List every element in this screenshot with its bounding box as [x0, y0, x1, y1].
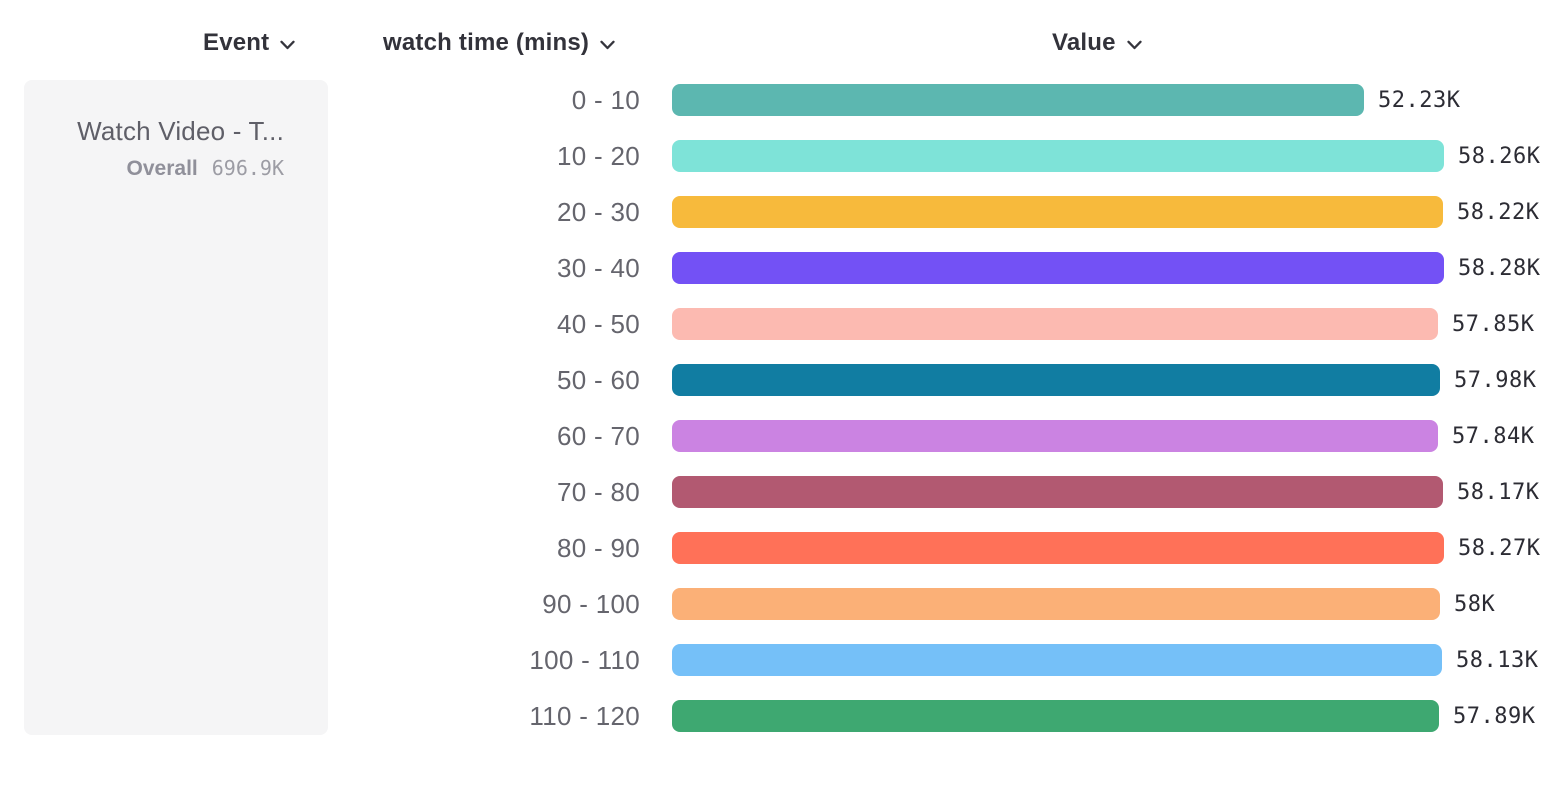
bar-value-label: 57.85K [1452, 311, 1535, 337]
bar-category-label: 10 - 20 [556, 140, 640, 171]
bar-category-label: 90 - 100 [542, 588, 640, 619]
bar-value-label: 57.89K [1453, 703, 1536, 729]
bar[interactable] [672, 308, 1438, 340]
bar-category-label: 20 - 30 [556, 196, 640, 227]
breakdown-column-dropdown[interactable]: watch time (mins) [383, 26, 615, 60]
bar[interactable] [672, 644, 1442, 676]
chart-row: 10 - 20 58.26K [0, 128, 1568, 184]
chart-row: 110 - 120 57.89K [0, 688, 1568, 744]
bar-category-label: 40 - 50 [556, 308, 640, 339]
bar-chart: 0 - 10 52.23K 10 - 20 58.26K 20 - 30 58.22K 30… [0, 72, 1568, 744]
event-title: Watch Video - T... [77, 116, 284, 146]
bar-category-label: 70 - 80 [556, 476, 640, 507]
bar-value-label: 58.27K [1458, 535, 1541, 561]
chart-row: 70 - 80 58.17K [0, 464, 1568, 520]
chevron-down-icon [280, 40, 296, 50]
bar-category-label: 0 - 10 [571, 84, 640, 115]
bar[interactable] [672, 476, 1443, 508]
bar-value-label: 58.28K [1458, 255, 1541, 281]
chart-row: 100 - 110 58.13K [0, 632, 1568, 688]
overall-row: Overall 696.9K [44, 156, 284, 181]
chevron-down-icon [1127, 40, 1142, 50]
bar[interactable] [672, 84, 1364, 116]
bar[interactable] [672, 364, 1440, 396]
event-column-label: Event [203, 29, 270, 56]
chart-row: 60 - 70 57.84K [0, 408, 1568, 464]
chevron-down-icon [600, 40, 615, 50]
bar[interactable] [672, 700, 1439, 732]
chart-row: 30 - 40 58.28K [0, 240, 1568, 296]
value-column-label: Value [1052, 29, 1116, 56]
bar-value-label: 57.98K [1454, 367, 1537, 393]
overall-label: Overall [126, 157, 198, 180]
value-column-dropdown[interactable]: Value [1052, 26, 1142, 60]
chart-row: 90 - 100 58K [0, 576, 1568, 632]
chart-row: 50 - 60 57.98K [0, 352, 1568, 408]
bar-value-label: 57.84K [1452, 423, 1535, 449]
bar[interactable] [672, 588, 1440, 620]
bar-category-label: 80 - 90 [556, 532, 640, 563]
bar-category-label: 100 - 110 [529, 644, 640, 675]
chart-row: 0 - 10 52.23K [0, 72, 1568, 128]
bar-category-label: 30 - 40 [556, 252, 640, 283]
bar-value-label: 58.17K [1457, 479, 1540, 505]
chart-row: 20 - 30 58.22K [0, 184, 1568, 240]
bar-value-label: 58.13K [1456, 647, 1539, 673]
bar-value-label: 58.22K [1457, 199, 1540, 225]
bar[interactable] [672, 252, 1444, 284]
event-legend-card[interactable]: Watch Video - T... Overall 696.9K [24, 80, 328, 735]
bar-value-label: 52.23K [1378, 87, 1461, 113]
bar[interactable] [672, 420, 1438, 452]
bar-value-label: 58K [1454, 591, 1496, 617]
overall-value: 696.9K [211, 156, 284, 180]
chart-row: 40 - 50 57.85K [0, 296, 1568, 352]
bar[interactable] [672, 532, 1444, 564]
breakdown-column-label: watch time (mins) [383, 29, 590, 56]
bar-category-label: 50 - 60 [556, 364, 640, 395]
bar-category-label: 60 - 70 [556, 420, 640, 451]
bar-category-label: 110 - 120 [529, 700, 640, 731]
bar[interactable] [672, 196, 1443, 228]
bar[interactable] [672, 140, 1444, 172]
bar-value-label: 58.26K [1458, 143, 1541, 169]
event-column-dropdown[interactable]: Event [203, 26, 296, 60]
chart-row: 80 - 90 58.27K [0, 520, 1568, 576]
